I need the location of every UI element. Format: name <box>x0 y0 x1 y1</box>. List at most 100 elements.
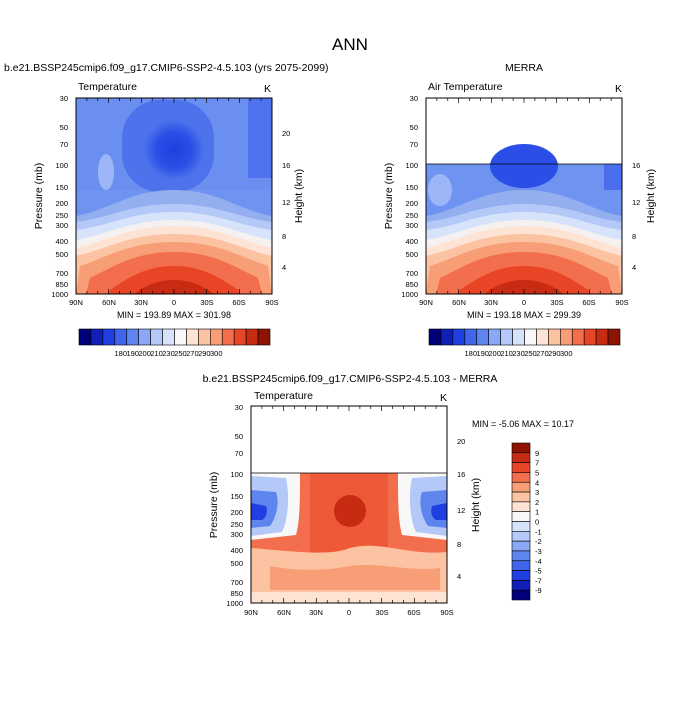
colorbar-swatch <box>233 328 247 346</box>
axis-ticks <box>250 406 448 603</box>
y-axis-left: 30 50 70 100 150 200 250 300 400 500 700… <box>383 94 418 299</box>
colorbar-label: 270 <box>186 349 199 358</box>
colorbar-swatch <box>583 328 597 346</box>
y-tick-label: 300 <box>55 221 68 230</box>
colorbar-label: -2 <box>535 537 542 546</box>
x-tick-label: 90N <box>69 298 83 307</box>
colorbar-swatch <box>511 540 531 552</box>
colorbar-swatch <box>548 328 561 346</box>
y-tick-label: 300 <box>230 530 243 539</box>
colorbar-label: 270 <box>536 349 549 358</box>
colorbar-label: 290 <box>198 349 211 358</box>
y-tick-label: 100 <box>55 161 68 170</box>
x-tick-label: 30N <box>484 298 498 307</box>
right-band-deep-blue <box>431 503 447 520</box>
contour-band-10 <box>484 280 564 294</box>
stats-label: MIN = -5.06 MAX = 10.17 <box>472 419 574 429</box>
colorbar-swatch <box>102 328 116 346</box>
y-right-tick-label: 4 <box>632 263 636 272</box>
y-tick-label: 1000 <box>226 599 243 608</box>
colorbar-label: -7 <box>535 576 542 585</box>
x-tick-label: 60S <box>582 298 595 307</box>
y-axis-left: 30 50 70 100 150 200 250 300 400 500 700… <box>33 94 68 299</box>
x-tick-label: 90S <box>440 608 453 617</box>
axis-ticks <box>425 98 623 294</box>
y-tick-label: 250 <box>230 520 243 529</box>
x-tick-label: 90N <box>419 298 433 307</box>
y-right-tick-label: 8 <box>282 232 286 241</box>
colorbar-swatch <box>245 328 259 346</box>
panel-reanalysis: MERRA Air Temperature K 90N 60N 30N <box>383 62 657 358</box>
colorbar-swatch <box>511 462 531 473</box>
y-right-tick-label: 16 <box>282 161 290 170</box>
colorbar-swatch <box>221 328 235 346</box>
colorbar-swatch <box>511 481 531 493</box>
x-tick-label: 90S <box>265 298 278 307</box>
colorbar-swatch <box>511 521 531 532</box>
colorbar-swatch <box>90 328 104 346</box>
colorbar-label: 5 <box>535 468 539 477</box>
y-tick-label: 50 <box>410 123 418 132</box>
y-right-tick-label: 4 <box>457 572 461 581</box>
colorbar-label: 300 <box>560 349 573 358</box>
colorbar-swatch <box>126 328 139 346</box>
y-tick-label: 500 <box>405 250 418 259</box>
colorbar-swatch <box>511 570 531 581</box>
y-right-tick-label: 16 <box>632 161 640 170</box>
y-right-tick-label: 12 <box>282 198 290 207</box>
y-right-axis-title: Height (km) <box>470 478 482 532</box>
y-axis-title: Pressure (mb) <box>33 163 45 230</box>
y-tick-label: 500 <box>230 559 243 568</box>
colorbar-swatch <box>476 328 489 346</box>
colorbar-swatch <box>464 328 478 346</box>
y-tick-label: 150 <box>55 183 68 192</box>
panel-title: b.e21.BSSP245cmip6.f09_g17.CMIP6-SSP2-4.… <box>4 62 329 74</box>
y-tick-label: 50 <box>235 432 243 441</box>
colorbar-label: 200 <box>488 349 501 358</box>
colorbar-swatch <box>511 472 531 483</box>
y-tick-label: 700 <box>55 269 68 278</box>
x-tick-label: 90N <box>244 608 258 617</box>
colorbar-label: 180 <box>465 349 478 358</box>
colorbar-swatch <box>198 328 211 346</box>
y-tick-label: 70 <box>410 140 418 149</box>
y-tick-label: 500 <box>55 250 68 259</box>
y-right-tick-label: 12 <box>632 198 640 207</box>
x-tick-label: 30S <box>375 608 388 617</box>
colorbar-label: 230 <box>162 349 175 358</box>
y-right-tick-label: 8 <box>632 232 636 241</box>
colorbar-swatch <box>186 328 199 346</box>
colorbar-swatch <box>150 328 163 346</box>
panel-subtitle-left: Air Temperature <box>428 81 503 93</box>
x-tick-label: 60N <box>452 298 466 307</box>
y-tick-label: 400 <box>230 546 243 555</box>
colorbar-label: 190 <box>476 349 489 358</box>
y-tick-label: 100 <box>230 470 243 479</box>
colorbar-swatch <box>511 589 531 601</box>
y-tick-label: 850 <box>55 280 68 289</box>
y-tick-label: 50 <box>60 123 68 132</box>
y-tick-label: 300 <box>405 221 418 230</box>
colorbar-swatch <box>595 328 609 346</box>
colorbar-swatch <box>511 580 531 591</box>
axis-ticks <box>75 98 273 294</box>
colorbar-swatch <box>511 452 531 463</box>
colorbar-swatch <box>488 328 501 346</box>
y-tick-label: 700 <box>405 269 418 278</box>
y-tick-label: 250 <box>55 211 68 220</box>
y-axis-title: Pressure (mb) <box>208 472 220 539</box>
colorbar-swatch <box>511 550 531 562</box>
x-tick-label: 60N <box>277 608 291 617</box>
colorbar-label: 0 <box>535 518 539 527</box>
y-right-tick-label: 16 <box>457 470 465 479</box>
colorbar-label: 250 <box>174 349 187 358</box>
colorbar-label: -9 <box>535 586 542 595</box>
colorbar-label: 7 <box>535 459 539 468</box>
polar-cold-band <box>604 164 622 190</box>
panel-model: b.e21.BSSP245cmip6.f09_g17.CMIP6-SSP2-4.… <box>4 62 329 358</box>
colorbar-swatch <box>210 328 223 346</box>
x-axis: 90N 60N 30N 0 30S 60S 90S <box>244 608 454 617</box>
colorbar-swatch <box>536 328 549 346</box>
colorbar-label: 210 <box>150 349 163 358</box>
